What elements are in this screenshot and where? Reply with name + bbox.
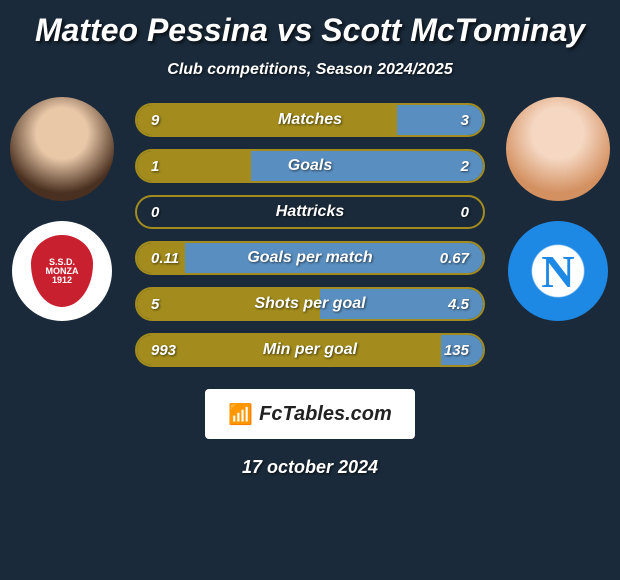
bar-fill-right [397, 105, 484, 135]
stat-label: Hattricks [276, 203, 344, 221]
stat-row: 0.11 Goals per match 0.67 [135, 241, 485, 275]
stat-value-right: 135 [444, 342, 469, 359]
logo-icon: 📶 [228, 402, 253, 427]
stat-value-right: 0 [461, 204, 469, 221]
bar-fill-left [137, 105, 397, 135]
stat-row: 1 Goals 2 [135, 149, 485, 183]
stat-label: Matches [278, 111, 342, 129]
stat-value-left: 5 [151, 296, 159, 313]
club-left-shield: S.S.D. MONZA 1912 [31, 235, 93, 307]
bar-fill-right [251, 151, 483, 181]
left-column: S.S.D. MONZA 1912 [10, 97, 114, 321]
stat-value-right: 0.67 [440, 250, 469, 267]
stat-value-right: 2 [461, 158, 469, 175]
club-left-badge: S.S.D. MONZA 1912 [12, 221, 112, 321]
stat-value-left: 1 [151, 158, 159, 175]
stat-row: 9 Matches 3 [135, 103, 485, 137]
page-title: Matteo Pessina vs Scott McTominay [0, 0, 620, 53]
player-left-avatar [10, 97, 114, 201]
page-subtitle: Club competitions, Season 2024/2025 [0, 53, 620, 97]
fctables-logo: 📶 FcTables.com [205, 389, 415, 439]
stat-label: Goals [288, 157, 332, 175]
stat-value-left: 9 [151, 112, 159, 129]
logo-text: FcTables.com [259, 403, 392, 426]
stat-label: Min per goal [263, 341, 357, 359]
stat-value-left: 0 [151, 204, 159, 221]
stat-value-left: 0.11 [151, 250, 179, 267]
stat-value-right: 3 [461, 112, 469, 129]
comparison-content: S.S.D. MONZA 1912 N 9 Matches 3 1 Goals 2 0 Hat… [0, 97, 620, 496]
stat-label: Goals per match [247, 249, 372, 267]
stat-value-right: 4.5 [448, 296, 469, 313]
stat-value-left: 993 [151, 342, 176, 359]
date-label: 17 october 2024 [0, 439, 620, 496]
club-right-letter: N [541, 245, 574, 298]
right-column: N [506, 97, 610, 321]
stat-label: Shots per goal [254, 295, 365, 313]
club-right-badge: N [508, 221, 608, 321]
player-right-avatar [506, 97, 610, 201]
stat-row: 0 Hattricks 0 [135, 195, 485, 229]
stat-row: 5 Shots per goal 4.5 [135, 287, 485, 321]
stat-row: 993 Min per goal 135 [135, 333, 485, 367]
stats-bars: 9 Matches 3 1 Goals 2 0 Hattricks 0 0.11 Goals per… [135, 97, 485, 367]
